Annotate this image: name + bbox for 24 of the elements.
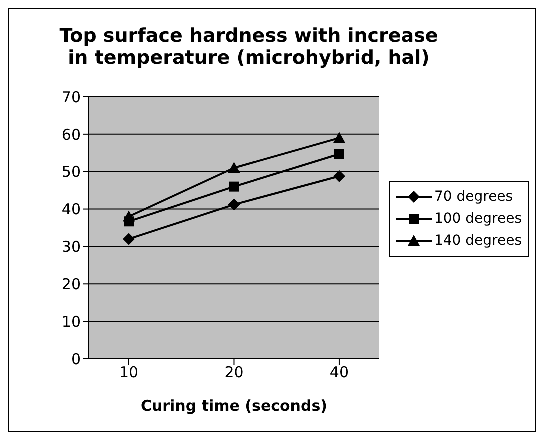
- legend-label: 100 degrees: [434, 211, 522, 227]
- y-tick-label: 40: [62, 200, 81, 219]
- chart-title: Top surface hardness with increase in temperature (microhybrid, hal): [58, 25, 440, 69]
- y-tick-label: 30: [62, 238, 81, 256]
- y-tick-label: 60: [62, 126, 81, 144]
- point: [333, 170, 346, 182]
- y-tick-label: 70: [62, 88, 81, 106]
- point: [228, 162, 240, 174]
- x-axis-title: Curing time (seconds): [140, 397, 328, 415]
- x-tick-label: 10: [119, 364, 139, 382]
- legend-label: 70 degrees: [434, 189, 514, 205]
- x-tick-label: 20: [224, 364, 244, 382]
- y-tick-label: 10: [62, 312, 81, 331]
- y-tick-label: 20: [62, 275, 81, 294]
- x-tick-label: 40: [330, 364, 350, 382]
- y-tick-label: 50: [62, 163, 81, 182]
- y-tick-label: 0: [71, 350, 81, 368]
- point: [333, 132, 346, 144]
- point: [228, 198, 240, 211]
- point: [229, 182, 240, 192]
- point: [123, 233, 135, 246]
- legend-label: 140 degrees: [434, 233, 522, 249]
- point: [123, 210, 135, 222]
- point: [334, 149, 344, 160]
